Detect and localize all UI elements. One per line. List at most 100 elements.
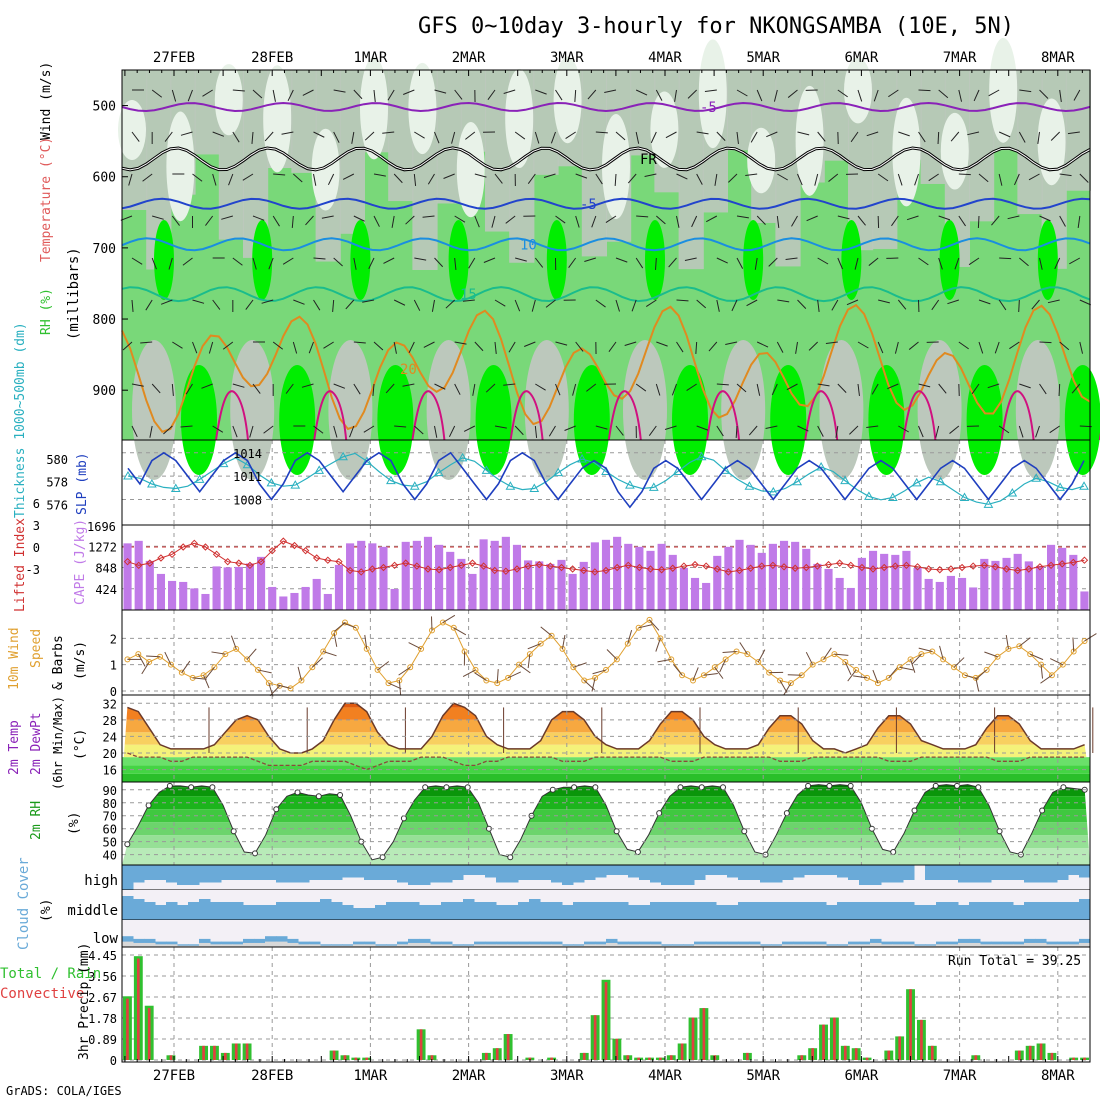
cloud-cell <box>430 905 442 920</box>
wind-barb <box>938 89 949 99</box>
cape-bar <box>668 554 677 610</box>
cloud-cell <box>760 865 772 883</box>
cloud-cell <box>166 865 178 883</box>
cloud-cell <box>265 865 277 880</box>
thickness-point <box>696 451 707 461</box>
rh-bright-cell <box>279 365 316 475</box>
wind-barb-10m <box>205 666 215 679</box>
wind-barb <box>448 425 456 438</box>
rh-band <box>122 848 1090 865</box>
rh-tick-label: 80 <box>103 797 117 811</box>
lifted-index-point <box>201 543 210 551</box>
cloud-cell <box>529 899 541 920</box>
wind-barb-10m <box>230 635 237 650</box>
low-cloud-cell <box>969 942 981 947</box>
wind-barb-10m <box>342 622 357 629</box>
cloud-cell <box>221 902 233 920</box>
wind-barb <box>994 341 1000 354</box>
cloud-cell <box>375 905 387 920</box>
rh-point <box>911 807 918 814</box>
cloud-cell <box>947 865 959 880</box>
cloud-cell <box>936 902 948 920</box>
wind-barb <box>615 131 626 141</box>
rh-light-cell <box>360 57 388 160</box>
wind-barb <box>434 131 440 144</box>
wind-barb <box>1009 341 1020 350</box>
wind-barb <box>202 89 213 97</box>
temp-band <box>122 703 1090 708</box>
wind-tick-label: 0 <box>110 685 117 699</box>
wind-barb <box>1007 215 1020 220</box>
top-date-label: 6MAR <box>845 50 879 66</box>
cloud-cell <box>903 902 915 920</box>
wind-barb <box>624 341 637 346</box>
axis-labels: 27FEB 27FEB 28FEB 28FEB 1MAR 1MAR 2MAR 2MAR 3MAR… <box>0 50 1083 1084</box>
cape-bar <box>423 536 433 610</box>
cloud-cell <box>870 902 882 920</box>
cape-bar <box>334 564 344 610</box>
cloud-cell <box>716 865 728 875</box>
wind-barb <box>716 131 726 141</box>
thickness-point <box>911 477 922 487</box>
wind-barb <box>131 131 140 142</box>
thickness-point <box>409 481 420 490</box>
rh-point <box>720 784 727 791</box>
precip-convective-bar <box>626 1055 630 1060</box>
precip-convective-bar <box>1017 1050 1021 1060</box>
wind-barb <box>242 173 254 181</box>
wind-barb <box>1069 257 1081 265</box>
cape-bar <box>868 550 878 610</box>
wind-barb-10m <box>377 661 390 671</box>
wind-barb <box>1039 257 1043 270</box>
rh-grey-cell <box>291 70 317 173</box>
thickness-point <box>362 456 372 465</box>
wind-barb <box>515 257 527 262</box>
wind-barb-10m <box>719 659 727 673</box>
lifted-index-point <box>847 561 855 570</box>
wind-speed-point <box>1016 643 1023 650</box>
wind-barb <box>263 425 274 434</box>
rh-point <box>698 784 705 791</box>
temp-tick-label: 28 <box>103 714 117 728</box>
wind-barb <box>706 215 718 223</box>
minmax-axis-label: (6hr Min/Max) <box>51 696 65 790</box>
wind-barb <box>555 341 568 346</box>
wind-barb <box>394 425 407 428</box>
thickness-point <box>457 452 468 462</box>
wind-barb <box>716 425 724 437</box>
wind-speed-point <box>624 640 631 647</box>
wind-speed-point <box>722 656 729 663</box>
wind-speed-point <box>657 635 664 642</box>
thickness-point <box>481 465 492 474</box>
temp-tick-label: 24 <box>103 730 117 744</box>
lifted-index-point <box>635 563 644 572</box>
wind-barb <box>232 425 238 438</box>
cloud-cell <box>1013 905 1025 920</box>
rh-light-cell <box>263 65 292 173</box>
cloud-cell <box>892 902 904 920</box>
wind-barb <box>897 299 907 310</box>
wind-barb <box>413 425 424 435</box>
wind-barb <box>808 341 819 351</box>
wind-barb-10m <box>975 677 980 692</box>
wind-barb-label: & Barbs <box>51 635 66 690</box>
thickness-point <box>505 481 516 490</box>
cloud-cell <box>1024 865 1036 883</box>
wind-barb-10m <box>518 664 531 674</box>
rh2m-axis-label: 2m RH <box>29 801 44 840</box>
cape-bar <box>201 593 210 610</box>
temp-contour-25 <box>804 390 839 441</box>
wind-barb-10m <box>398 680 402 695</box>
wind-speed-point <box>961 672 968 679</box>
rh-point <box>1039 807 1046 814</box>
cape-bar <box>690 577 700 610</box>
cape-bar <box>991 560 1000 610</box>
cloud-cell <box>573 902 585 920</box>
wind-barb <box>434 425 438 438</box>
wind-barb <box>535 383 546 391</box>
wind-barb <box>164 131 173 142</box>
wind-barb <box>787 89 798 98</box>
bottom-date-label: 2MAR <box>452 1068 486 1084</box>
wind-barb <box>268 257 274 270</box>
bottom-date-label: 6MAR <box>845 1068 879 1084</box>
